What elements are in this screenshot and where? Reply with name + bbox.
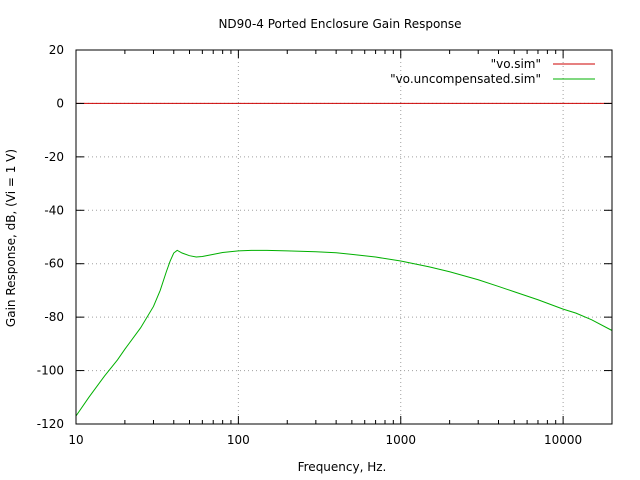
grid-layer — [76, 50, 612, 424]
legend-label: "vo.uncompensated.sim" — [390, 72, 541, 86]
x-tick-label: 1000 — [385, 433, 416, 447]
series-layer — [75, 102, 613, 417]
y-tick-label: -40 — [44, 203, 64, 217]
y-tick-label: -20 — [44, 150, 64, 164]
y-tick-label: -120 — [37, 417, 64, 431]
x-tick-label: 100 — [227, 433, 250, 447]
y-tick-label: -100 — [37, 364, 64, 378]
y-axis-label: Gain Response, dB, (Vi = 1 V) — [4, 149, 18, 327]
y-tick-label: 20 — [49, 43, 64, 57]
chart-title: ND90-4 Ported Enclosure Gain Response — [218, 17, 461, 31]
legend-label: "vo.sim" — [491, 57, 541, 71]
legend: "vo.sim""vo.uncompensated.sim" — [390, 57, 595, 86]
x-tick-label: 10 — [68, 433, 83, 447]
tick-layer — [75, 49, 613, 425]
y-tick-label: -60 — [44, 257, 64, 271]
series-line-2 — [75, 249, 613, 417]
tick-label-layer: -120 -100 -80 -60 -40 -20 0 20 10 100 1000 10000 — [37, 43, 582, 447]
plot-frame — [75, 49, 613, 425]
y-tick-label: -80 — [44, 310, 64, 324]
y-tick-label: 0 — [56, 96, 64, 110]
x-tick-label: 10000 — [544, 433, 582, 447]
x-axis-label: Frequency, Hz. — [298, 460, 387, 474]
